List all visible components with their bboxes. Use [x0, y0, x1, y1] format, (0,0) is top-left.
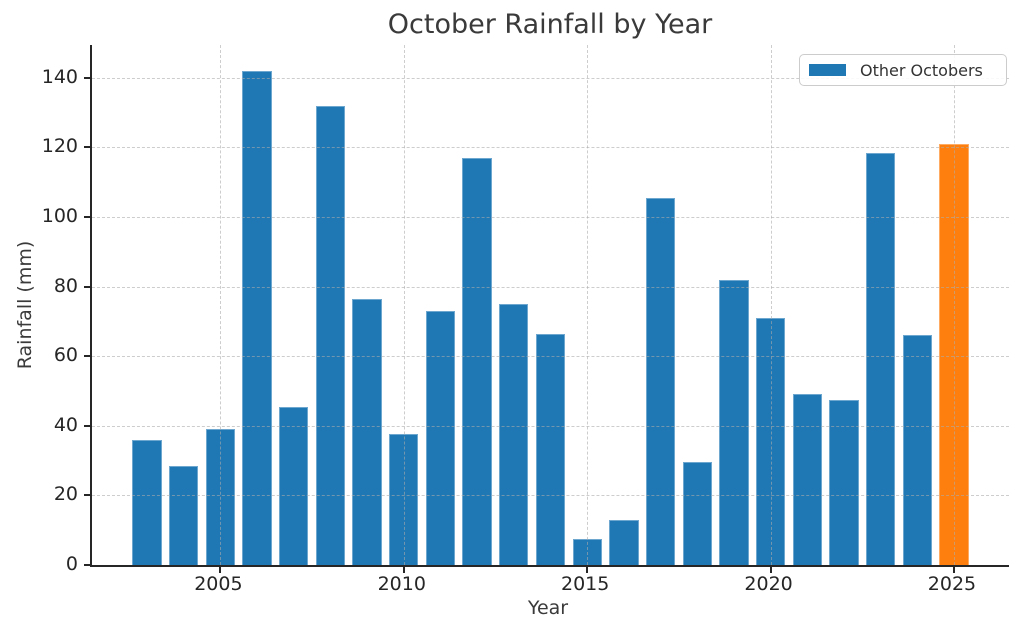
bar-2006	[242, 70, 272, 565]
bar-2016	[609, 519, 639, 565]
xtick-label-2015: 2015	[560, 573, 610, 595]
ytick-mark-20	[84, 494, 90, 497]
gridline-x-2015	[587, 45, 589, 565]
gridline-x-2010	[403, 45, 405, 565]
gridline-x-2005	[220, 45, 222, 565]
gridline-y-140	[92, 77, 1009, 79]
gridline-y-20	[92, 495, 1009, 497]
bar-2023	[865, 152, 896, 565]
ytick-label-120: 120	[41, 135, 78, 158]
xtick-label-2010: 2010	[377, 573, 426, 595]
gridline-x-2025	[953, 45, 955, 565]
bar-2024	[902, 335, 932, 565]
bar-2018	[682, 462, 712, 565]
ytick-mark-0	[84, 564, 90, 566]
gridline-y-40	[92, 425, 1009, 427]
gridline-y-100	[92, 216, 1009, 218]
ytick-label-40: 40	[53, 413, 78, 436]
ytick-mark-60	[84, 355, 90, 358]
bar-2007	[279, 406, 309, 565]
ytick-label-0: 0	[65, 553, 78, 575]
ytick-mark-120	[84, 146, 90, 149]
xtick-mark-2015	[586, 567, 589, 573]
bar-2004	[169, 465, 199, 565]
bar-2003	[132, 439, 162, 565]
ytick-label-140: 140	[41, 65, 78, 88]
bar-2012	[462, 157, 492, 565]
ytick-mark-40	[84, 424, 90, 427]
ytick-label-100: 100	[41, 204, 78, 227]
ytick-mark-100	[84, 215, 90, 218]
xtick-label-2025: 2025	[927, 573, 977, 595]
bar-2019	[719, 279, 749, 565]
ytick-label-20: 20	[53, 483, 78, 506]
ytick-label-80: 80	[53, 274, 78, 297]
ytick-mark-80	[84, 285, 90, 288]
x-axis-label: Year	[527, 597, 569, 619]
xtick-label-2020: 2020	[744, 573, 793, 595]
gridline-y-60	[92, 356, 1009, 358]
bar-2017	[645, 197, 676, 565]
xtick-mark-2020	[769, 567, 772, 573]
ytick-mark-140	[84, 76, 90, 79]
gridline-y-120	[92, 147, 1009, 149]
legend-color-swatch	[809, 64, 846, 76]
legend-label: Other Octobers	[860, 60, 983, 80]
legend: Other Octobers	[799, 54, 1007, 86]
xtick-mark-2010	[402, 567, 405, 573]
ytick-label-60: 60	[53, 344, 78, 367]
bar-2022	[829, 399, 859, 565]
bar-2021	[792, 394, 822, 565]
bar-2009	[352, 298, 382, 565]
gridline-x-2020	[770, 45, 772, 565]
bar-2008	[315, 105, 346, 565]
bar-2014	[535, 333, 566, 565]
gridline-y-80	[92, 286, 1009, 288]
chart-title: October Rainfall by Year	[387, 9, 713, 40]
bar-2013	[499, 303, 529, 565]
xtick-mark-2025	[952, 567, 955, 573]
xtick-label-2005: 2005	[194, 573, 243, 595]
xtick-mark-2005	[219, 567, 222, 573]
bar-2011	[425, 310, 456, 565]
plot-area	[84, 45, 1009, 573]
